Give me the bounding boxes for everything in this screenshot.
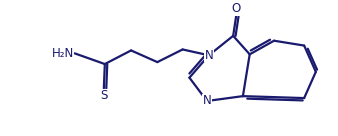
Text: N: N xyxy=(202,95,211,107)
Text: N: N xyxy=(204,49,213,62)
Text: S: S xyxy=(100,89,107,102)
Text: H₂N: H₂N xyxy=(51,47,74,60)
Text: O: O xyxy=(232,2,241,15)
